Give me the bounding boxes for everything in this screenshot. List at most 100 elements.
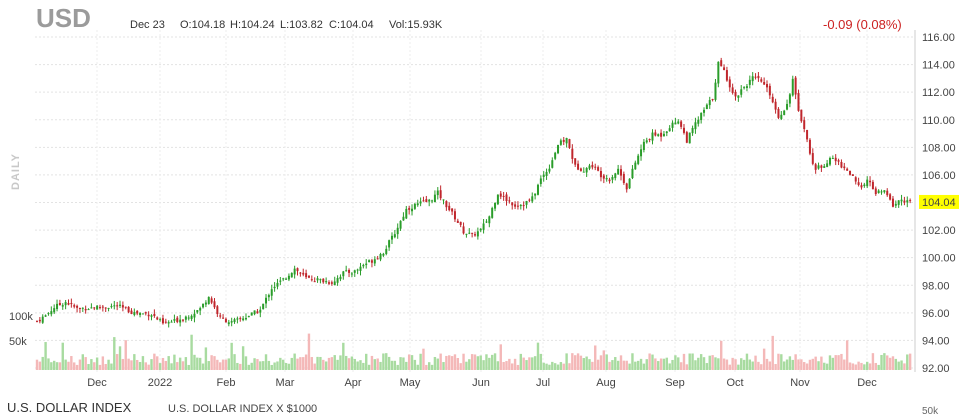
volume-bar [614, 357, 617, 370]
volume-bar [70, 356, 73, 370]
candle-body [96, 305, 99, 310]
timeframe-label: DAILY [10, 153, 22, 190]
volume-bar [596, 359, 600, 370]
volume-bar [87, 364, 90, 370]
candle-body [119, 304, 122, 306]
volume-bar [201, 363, 205, 370]
candle-body [141, 313, 144, 315]
volume-bar [236, 362, 239, 370]
bar-date: Dec 23 [130, 19, 165, 31]
volume-bar [379, 361, 382, 370]
candle-body [705, 104, 708, 110]
candle-body [365, 263, 368, 266]
volume-bar [402, 357, 405, 370]
volume-bar [50, 362, 53, 370]
volume-bar [788, 356, 792, 370]
candle-body [93, 307, 96, 309]
volume-bar [545, 363, 548, 370]
candle-body [737, 95, 740, 98]
volume-bar [688, 353, 691, 370]
volume-bar [118, 346, 122, 370]
volume-bar [499, 344, 502, 370]
volume-bar [207, 361, 210, 370]
candle-body [164, 321, 167, 323]
candle-body [766, 84, 768, 88]
volume-bar [662, 358, 666, 370]
candle-body [694, 122, 697, 130]
volume-bar [127, 358, 130, 370]
volume-bar [135, 359, 139, 370]
volume-bar [376, 358, 379, 370]
volume-bar [138, 361, 142, 370]
volume-bar [496, 361, 500, 370]
candle-body [568, 139, 571, 148]
volume-bar [93, 362, 96, 370]
candle-body [56, 303, 59, 310]
candle-body [411, 208, 414, 212]
candle-body [871, 181, 874, 190]
candle-body [273, 286, 276, 289]
candle-body [442, 199, 445, 201]
y-tick-label: 114.00 [922, 60, 955, 72]
volume-bar [677, 357, 680, 370]
candle-body [333, 281, 336, 286]
volume-bar [837, 355, 840, 370]
volume-bar [241, 346, 245, 370]
volume-bar [714, 357, 717, 370]
candle-body [431, 200, 434, 202]
volume-bar [230, 342, 233, 370]
volume-bar [576, 353, 580, 370]
candle-body [193, 313, 196, 318]
price-candles [36, 57, 912, 328]
candle-body [359, 266, 362, 271]
candle-body [786, 103, 789, 110]
candle-body [196, 310, 199, 313]
volume-bar [659, 358, 663, 370]
candle-body [800, 109, 803, 122]
candle-body [617, 168, 620, 175]
volume-bar [594, 345, 597, 370]
volume-bar [81, 354, 85, 370]
volume-bar [774, 364, 777, 370]
volume-bar [382, 353, 385, 370]
candle-body [777, 108, 780, 118]
volume-bar [299, 357, 302, 370]
candle-body [697, 119, 700, 124]
volume-bar [542, 362, 545, 370]
candle-body [771, 96, 774, 103]
volume-bar [450, 356, 454, 370]
volume-bar [780, 354, 783, 370]
volume-bar [800, 359, 803, 370]
volume-bar [425, 364, 428, 370]
volume-bar [101, 356, 105, 370]
candle-body [433, 194, 436, 203]
candle-body [728, 79, 731, 88]
volume-bar [493, 353, 497, 370]
volume-bar [519, 353, 523, 370]
volume-bar [857, 361, 860, 370]
volume-bar [416, 364, 419, 370]
candle-body [869, 180, 872, 183]
candle-body [453, 211, 456, 220]
volume-bar [247, 364, 251, 370]
candle-body [362, 264, 365, 267]
candle-body [202, 303, 205, 308]
volume-bar [445, 355, 448, 370]
volume-bar [762, 348, 766, 370]
candle-body [582, 171, 585, 173]
volume-value: Vol:15.93K [389, 19, 443, 31]
candle-body [213, 301, 216, 308]
candle-body [903, 200, 906, 203]
volume-bar [221, 359, 225, 370]
volume-bar [281, 359, 285, 370]
candle-body [863, 184, 866, 187]
candle-body [290, 273, 293, 278]
candle-body [734, 91, 737, 97]
volume-bar [556, 364, 560, 370]
candle-body [104, 307, 107, 309]
volume-bar [657, 361, 660, 370]
volume-bar [302, 357, 305, 370]
volume-bar [682, 353, 686, 370]
candle-body [110, 306, 113, 308]
candle-body [625, 183, 628, 190]
